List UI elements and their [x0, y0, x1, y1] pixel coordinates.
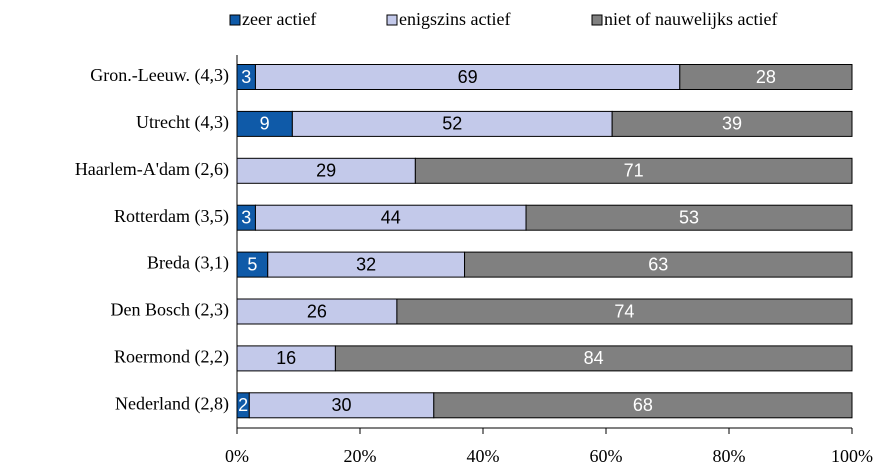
data-label: 63: [648, 254, 668, 274]
data-label: 44: [381, 207, 401, 227]
data-label: 39: [722, 114, 742, 134]
data-label: 5: [247, 254, 257, 274]
bar-segment: [236, 345, 336, 372]
legend-label: zeer actief: [242, 9, 316, 29]
data-label: 52: [442, 114, 462, 134]
data-label: 68: [633, 395, 653, 415]
data-label: 16: [276, 348, 296, 368]
bar-segment: [236, 298, 398, 325]
data-label: 26: [307, 301, 327, 321]
y-tick-label: Breda (3,1): [147, 253, 229, 274]
data-label: 32: [356, 254, 376, 274]
y-tick-label: Den Bosch (2,3): [111, 300, 229, 321]
bar-segment: [334, 345, 853, 372]
bar-segment: [248, 392, 435, 419]
y-tick-label: Gron.-Leeuw. (4,3): [90, 65, 229, 86]
bar-segment: [236, 251, 269, 278]
data-label: 2: [238, 395, 248, 415]
data-label: 3: [241, 207, 251, 227]
data-label: 74: [614, 301, 634, 321]
data-label: 84: [584, 348, 604, 368]
x-tick-label: 100%: [831, 446, 873, 466]
legend-swatch: [386, 14, 398, 26]
y-tick-label: Roermond (2,2): [114, 347, 229, 368]
data-label: 69: [458, 67, 478, 87]
bar-segment: [414, 157, 853, 184]
legend-swatch: [591, 14, 603, 26]
bar-segment: [396, 298, 853, 325]
bar-segment: [267, 251, 466, 278]
legend-label: enigszins actief: [399, 9, 510, 29]
bar-segment: [679, 64, 853, 90]
bar-segment: [464, 251, 853, 278]
data-label: 71: [624, 161, 644, 181]
y-tick-label: Nederland (2,8): [115, 393, 229, 414]
bar-segment: [236, 157, 416, 184]
bar-segment: [611, 110, 853, 137]
bar-segment: [433, 392, 853, 419]
data-label: 29: [316, 161, 336, 181]
bar-segment: [236, 110, 293, 137]
data-label: 53: [679, 207, 699, 227]
x-tick-label: 40%: [467, 446, 500, 466]
x-tick-label: 0%: [225, 446, 249, 466]
bar-segment: [291, 110, 613, 137]
data-label: 30: [332, 395, 352, 415]
x-tick-label: 80%: [713, 446, 746, 466]
y-tick-label: Haarlem-A'dam (2,6): [75, 159, 229, 180]
bar-segment: [525, 204, 853, 231]
x-tick-label: 60%: [590, 446, 623, 466]
data-label: 3: [241, 67, 251, 87]
data-label: 9: [260, 114, 270, 134]
x-tick-label: 20%: [344, 446, 377, 466]
y-tick-label: Rotterdam (3,5): [114, 206, 229, 227]
legend-swatch: [229, 14, 241, 26]
legend-label: niet of nauwelijks actief: [604, 9, 777, 29]
data-label: 28: [756, 67, 776, 87]
y-tick-label: Utrecht (4,3): [136, 112, 229, 133]
